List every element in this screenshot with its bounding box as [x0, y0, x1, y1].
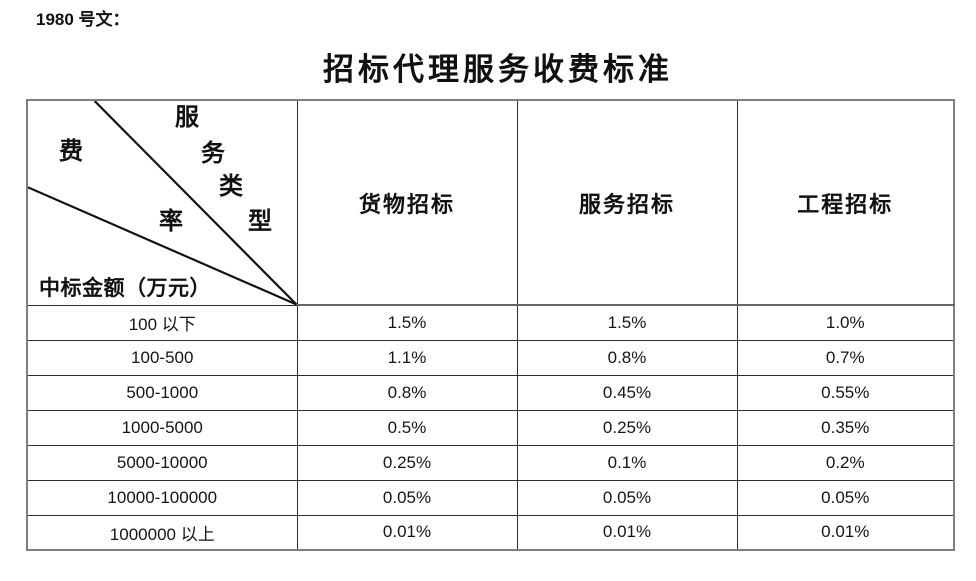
fee-value-cell: 0.45% [516, 374, 738, 411]
table-row: 10000-100000 0.05% 0.05% 0.05% [26, 479, 955, 516]
fee-value-cell: 0.35% [736, 409, 955, 446]
row-label-cell: 1000000 以上 [26, 514, 298, 551]
fee-rate-axis-char: 率 [159, 209, 183, 235]
column-header-service-bidding: 服务招标 [516, 99, 738, 306]
fee-value-cell: 0.05% [516, 479, 738, 516]
diagonal-divider-lines [28, 101, 297, 305]
fee-value-cell: 0.5% [296, 409, 518, 446]
table-header-row: 服 务 类 型 费 率 中标金额（万元） 货物招标 服务招标 工程招标 [26, 99, 955, 306]
page-title: 招标代理服务收费标准 [323, 52, 673, 87]
table-row: 1000-5000 0.5% 0.25% 0.35% [26, 409, 955, 446]
column-header-goods-bidding: 货物招标 [296, 99, 518, 306]
table-row: 5000-10000 0.25% 0.1% 0.2% [26, 444, 955, 481]
row-label-cell: 100 以下 [26, 304, 298, 341]
row-label-cell: 5000-10000 [26, 444, 298, 481]
row-label-cell: 500-1000 [26, 374, 298, 411]
row-label-cell: 1000-5000 [26, 409, 298, 446]
fee-value-cell: 1.5% [516, 304, 738, 341]
fee-value-cell: 1.1% [296, 339, 518, 376]
corner-header-cell: 服 务 类 型 费 率 中标金额（万元） [26, 99, 298, 306]
table-row: 1000000 以上 0.01% 0.01% 0.01% [26, 514, 955, 551]
table-row: 100 以下 1.5% 1.5% 1.0% [26, 304, 955, 341]
fee-value-cell: 1.0% [736, 304, 955, 341]
fee-table: 服 务 类 型 费 率 中标金额（万元） 货物招标 服务招标 工程招标 100 … [26, 99, 955, 551]
fee-value-cell: 0.25% [296, 444, 518, 481]
fee-value-cell: 0.7% [736, 339, 955, 376]
doc-number-label: 1980 号文： [36, 10, 130, 29]
service-type-axis-char: 型 [248, 209, 272, 235]
service-type-axis-char: 务 [201, 141, 225, 167]
fee-value-cell: 1.5% [296, 304, 518, 341]
fee-value-cell: 0.8% [516, 339, 738, 376]
fee-value-cell: 0.1% [516, 444, 738, 481]
fee-value-cell: 0.01% [516, 514, 738, 551]
service-type-axis-char: 类 [219, 174, 243, 200]
fee-value-cell: 0.05% [736, 479, 955, 516]
fee-rate-axis-char: 费 [59, 139, 83, 165]
fee-value-cell: 0.01% [736, 514, 955, 551]
fee-value-cell: 0.01% [296, 514, 518, 551]
service-type-axis-char: 服 [175, 105, 199, 131]
fee-value-cell: 0.55% [736, 374, 955, 411]
fee-value-cell: 0.05% [296, 479, 518, 516]
fee-value-cell: 0.25% [516, 409, 738, 446]
table-row: 500-1000 0.8% 0.45% 0.55% [26, 374, 955, 411]
bid-amount-axis-label: 中标金额（万元） [39, 276, 211, 300]
fee-value-cell: 0.8% [296, 374, 518, 411]
row-label-cell: 10000-100000 [26, 479, 298, 516]
column-header-works-bidding: 工程招标 [736, 99, 955, 306]
row-label-cell: 100-500 [26, 339, 298, 376]
fee-value-cell: 0.2% [736, 444, 955, 481]
table-row: 100-500 1.1% 0.8% 0.7% [26, 339, 955, 376]
